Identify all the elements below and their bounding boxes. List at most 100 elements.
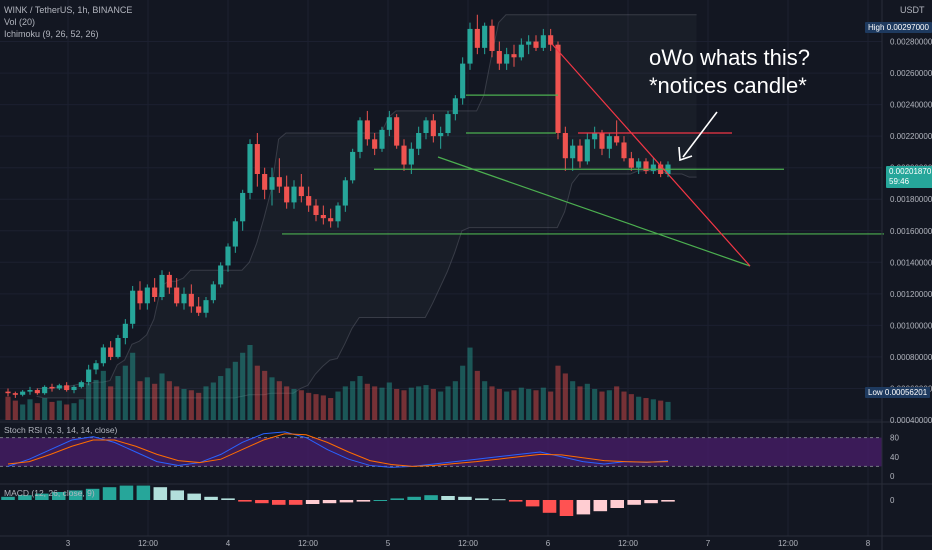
candle-body	[93, 363, 99, 370]
candle-body	[42, 386, 48, 394]
macd-histogram-bar	[508, 500, 523, 502]
price-tick-label: 0.00080000	[890, 353, 932, 362]
volume-bar	[386, 382, 392, 420]
candle-body	[570, 145, 576, 159]
candle-body	[5, 391, 11, 394]
candle-body	[357, 120, 363, 152]
volume-bar	[643, 398, 649, 420]
candle-body	[548, 35, 554, 45]
macd-histogram-bar	[559, 500, 574, 516]
stoch-tick-label: 0	[890, 472, 895, 481]
volume-bar	[430, 388, 436, 420]
candle-body	[342, 180, 348, 206]
volume-bar	[56, 400, 62, 420]
volume-bar	[511, 390, 517, 420]
macd-histogram-bar	[305, 500, 320, 504]
volume-bar	[64, 404, 70, 420]
volume-bar	[394, 388, 400, 420]
candle-body	[152, 287, 158, 297]
macd-histogram-bar	[542, 500, 557, 513]
candle-body	[386, 117, 392, 130]
annotation-line-2[interactable]: *notices candle*	[649, 73, 807, 98]
volume-bar	[357, 376, 363, 420]
volume-bar	[225, 368, 231, 420]
price-tick-label: 0.00160000	[890, 227, 932, 236]
stoch-band	[0, 437, 882, 467]
price-tick-label: 0.00120000	[890, 290, 932, 299]
candle-body	[328, 218, 334, 222]
candle-body	[56, 385, 62, 389]
volume-bar	[254, 365, 260, 420]
macd-histogram-bar	[576, 500, 591, 515]
volume-bar	[482, 381, 488, 420]
macd-histogram-bar	[85, 488, 100, 500]
volume-bar	[232, 361, 238, 420]
candle-body	[298, 186, 304, 197]
ichimoku-legend[interactable]: Ichimoku (9, 26, 52, 26)	[4, 29, 99, 39]
candle-body	[562, 133, 568, 159]
candle-body	[496, 51, 502, 64]
volume-bar	[614, 386, 620, 420]
symbol-legend[interactable]: WINK / TetherUS, 1h, BINANCE	[4, 5, 133, 15]
macd-histogram-bar	[68, 490, 83, 500]
annotation-line-1[interactable]: oWo whats this?	[649, 45, 811, 70]
candle-body	[122, 323, 128, 338]
candlestick-series[interactable]	[5, 14, 671, 398]
volume-bar	[122, 365, 128, 420]
macd-histogram-bar	[525, 500, 540, 507]
candle-body	[408, 148, 414, 165]
stoch-tick-label: 80	[890, 434, 899, 443]
candle-body	[533, 41, 539, 48]
candle-body	[78, 382, 84, 387]
volume-bar	[636, 396, 642, 420]
volume-bar	[247, 345, 253, 420]
arrow-shaft	[682, 111, 718, 158]
high-price-tag: High 0.00297000	[865, 22, 932, 33]
macd-histogram-bar	[644, 500, 658, 504]
stoch-tick-label: 40	[890, 453, 899, 462]
candle-body	[269, 177, 275, 190]
candle-body	[489, 25, 495, 51]
stoch-line	[7, 431, 669, 468]
volume-bar	[174, 386, 180, 420]
volume-bar	[438, 391, 444, 420]
volume-bar	[548, 391, 554, 420]
volume-legend[interactable]: Vol (20)	[4, 17, 36, 27]
candle-body	[203, 300, 209, 313]
volume-bar	[408, 387, 414, 420]
macd-histogram-bar	[390, 498, 404, 500]
volume-bar	[504, 391, 510, 420]
volume-bar	[115, 376, 121, 420]
time-tick-label: 12:00	[618, 539, 639, 548]
candle-body	[108, 347, 114, 357]
candle-body	[188, 293, 194, 307]
time-tick-label: 7	[706, 539, 711, 548]
trend-drawings[interactable]	[282, 43, 884, 267]
macd-histogram-bar	[204, 496, 218, 500]
candle-body	[27, 390, 33, 392]
volume-bar	[78, 399, 84, 420]
candle-body	[313, 205, 319, 215]
volume-bar	[621, 391, 627, 420]
macd-pane-title[interactable]: MACD (12, 26, close, 9)	[4, 488, 95, 498]
candle-body	[401, 145, 407, 165]
stoch-pane-title[interactable]: Stoch RSI (3, 3, 14, 14, close)	[4, 425, 118, 435]
candle-body	[262, 174, 268, 190]
candle-body	[34, 390, 40, 394]
volume-bar	[350, 381, 356, 420]
candle-body	[438, 133, 444, 137]
candle-body	[467, 28, 473, 64]
low-tag-label: Low	[868, 388, 883, 397]
cloud-lower	[36, 170, 697, 399]
candle-body	[276, 177, 282, 187]
volume-bar	[93, 379, 99, 420]
volume-bar	[342, 386, 348, 420]
volume-bar	[518, 387, 524, 420]
macd-histogram-bar	[610, 500, 624, 508]
candle-body	[247, 144, 253, 193]
volume-bar	[372, 386, 378, 420]
volume-bar	[284, 386, 290, 420]
volume-bar	[203, 386, 209, 420]
currency-label: USDT	[900, 5, 925, 15]
